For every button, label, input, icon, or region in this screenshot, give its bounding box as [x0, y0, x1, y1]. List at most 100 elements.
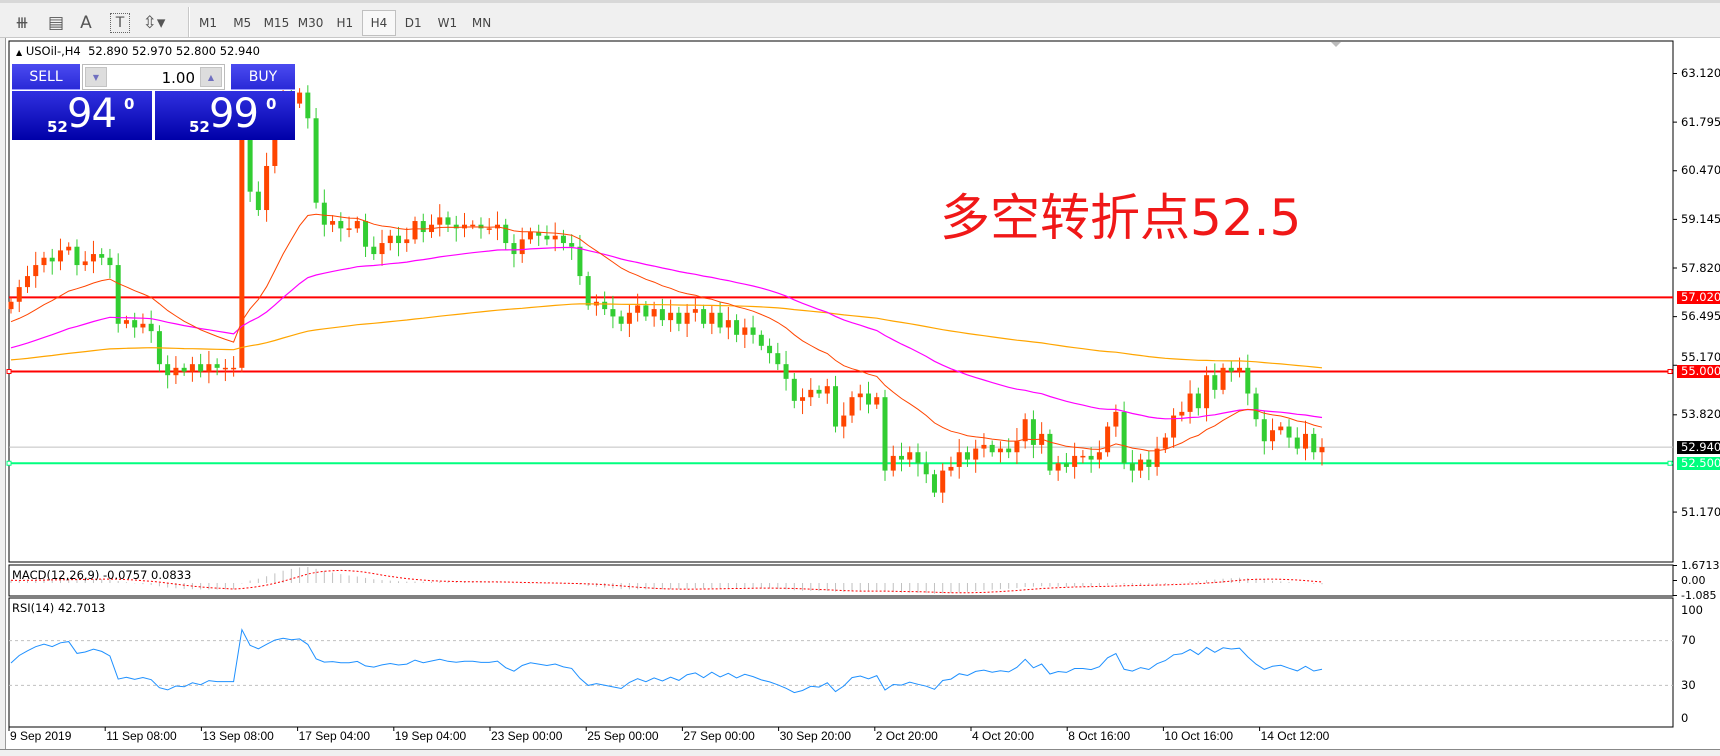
candle-body — [635, 305, 641, 313]
candle-body — [1319, 447, 1325, 453]
candle-body — [82, 261, 88, 266]
timeframe-mn-button[interactable]: MN — [471, 16, 492, 30]
time-axis-label: 23 Sep 00:00 — [491, 729, 563, 743]
candle-body — [99, 254, 105, 258]
candle-body — [890, 455, 896, 471]
main-chart-panel — [8, 40, 1674, 563]
macd-signal-line — [10, 569, 1323, 594]
candle-body — [198, 364, 204, 372]
time-axis-label: 8 Oct 16:00 — [1068, 729, 1131, 743]
candle-body — [470, 224, 476, 227]
candle-body — [734, 320, 740, 335]
candle-body — [354, 221, 360, 229]
candle-body — [882, 397, 888, 471]
line-anchor-handle — [1667, 369, 1673, 375]
lot-increase-button[interactable]: ▲ — [200, 67, 222, 87]
sell-button[interactable]: SELL — [12, 64, 80, 90]
candle-body — [346, 228, 352, 230]
chart-header: ▲ USOil-,H4 52.890 52.970 52.800 52.940 — [16, 44, 260, 58]
text-icon[interactable]: A — [80, 13, 92, 33]
candle-body — [461, 224, 467, 229]
candle-body — [808, 389, 814, 398]
candle-body — [948, 466, 954, 471]
timeframe-d1-button[interactable]: D1 — [404, 16, 422, 30]
candle-body — [1278, 426, 1284, 431]
symbol-label: USOil-,H4 — [25, 44, 81, 58]
time-axis-label: 13 Sep 08:00 — [202, 729, 274, 743]
fibonacci-fan-icon[interactable]: ▤ — [47, 13, 65, 33]
timeframe-m1-button[interactable]: M1 — [199, 16, 217, 30]
fibonacci-expansion-icon[interactable]: ⧻ — [14, 13, 30, 33]
one-click-trading-panel: SELL ▼ 1.00 ▲ BUY 52 94 0 52 99 0 — [12, 64, 295, 140]
candle-body — [387, 235, 393, 244]
candle-body — [445, 217, 451, 225]
timeframe-m15-button[interactable]: M15 — [263, 16, 290, 30]
candle-body — [123, 320, 129, 324]
sell-price-button[interactable]: 52 94 0 — [12, 91, 152, 140]
candle-body — [767, 345, 773, 354]
collapse-triangle-icon[interactable]: ▲ — [16, 48, 23, 57]
candle-body — [66, 246, 72, 251]
candle-body — [74, 246, 80, 266]
candle-body — [396, 235, 402, 244]
candle-body — [1179, 411, 1185, 416]
candle-body — [519, 239, 525, 255]
resistance-line-price-label: 57.020 — [1677, 290, 1720, 304]
macd-axis-label: -1.085 — [1681, 589, 1717, 602]
timeframe-m5-button[interactable]: M5 — [233, 16, 252, 30]
time-axis-label: 9 Sep 2019 — [10, 729, 72, 743]
rsi-axis-label: 70 — [1681, 633, 1696, 648]
candle-body — [956, 452, 962, 467]
candle-body — [824, 386, 830, 394]
lot-size-input[interactable]: ▼ 1.00 ▲ — [82, 64, 225, 90]
lot-value[interactable]: 1.00 — [161, 69, 195, 87]
candle-body — [1096, 452, 1102, 460]
moving-average-slow-line — [10, 303, 1323, 369]
price-axis-label: 53.820 — [1681, 407, 1720, 422]
sell-price-prefix: 52 — [47, 118, 68, 136]
candle-body — [618, 316, 624, 324]
timeframe-h4-button[interactable]: H4 — [362, 10, 396, 36]
line-anchor-handle — [1667, 460, 1673, 466]
candle-body — [1212, 375, 1218, 390]
timeframe-m30-button[interactable]: M30 — [297, 16, 324, 30]
candle-body — [783, 364, 789, 379]
buy-price-button[interactable]: 52 99 0 — [155, 91, 295, 140]
candle-body — [1154, 448, 1160, 467]
text-label-icon[interactable]: T — [110, 13, 130, 33]
candle-body — [49, 257, 55, 262]
candle-body — [330, 221, 336, 225]
rsi-label: RSI(14) 42.7013 — [12, 601, 106, 615]
candle-body — [684, 312, 690, 324]
candle-body — [1270, 430, 1276, 442]
time-axis-label: 4 Oct 20:00 — [972, 729, 1035, 743]
arrows-icon[interactable]: ⇳▾ — [142, 13, 166, 33]
timeframe-w1-button[interactable]: W1 — [437, 16, 458, 30]
sell-price-fraction: 0 — [124, 95, 135, 113]
candle-body — [148, 323, 154, 332]
candle-body — [206, 364, 212, 372]
time-axis-label: 11 Sep 08:00 — [106, 729, 177, 743]
candle-body — [1261, 419, 1267, 442]
candle-body — [231, 367, 237, 370]
candle-body — [1129, 463, 1135, 471]
candle-body — [1047, 433, 1053, 471]
buy-button[interactable]: BUY — [231, 64, 295, 90]
candle-body — [569, 243, 575, 247]
candle-body — [626, 312, 632, 324]
candle-body — [239, 121, 245, 368]
timeframe-h1-button[interactable]: H1 — [336, 16, 354, 30]
candle-body — [1204, 375, 1210, 409]
lot-decrease-button[interactable]: ▼ — [85, 67, 107, 87]
bid-line-price-label: 52.940 — [1677, 440, 1720, 454]
support-line-price-label: 52.500 — [1677, 456, 1720, 470]
candle-body — [16, 287, 22, 302]
candle-body — [338, 221, 344, 229]
time-axis-label: 25 Sep 00:00 — [587, 729, 659, 743]
chart-tabs-bar — [0, 749, 1720, 756]
candle-body — [676, 312, 682, 324]
candle-body — [1245, 367, 1251, 394]
chart-annotation-text[interactable]: 多空转折点52.5 — [940, 189, 1302, 247]
candle-body — [189, 364, 195, 372]
